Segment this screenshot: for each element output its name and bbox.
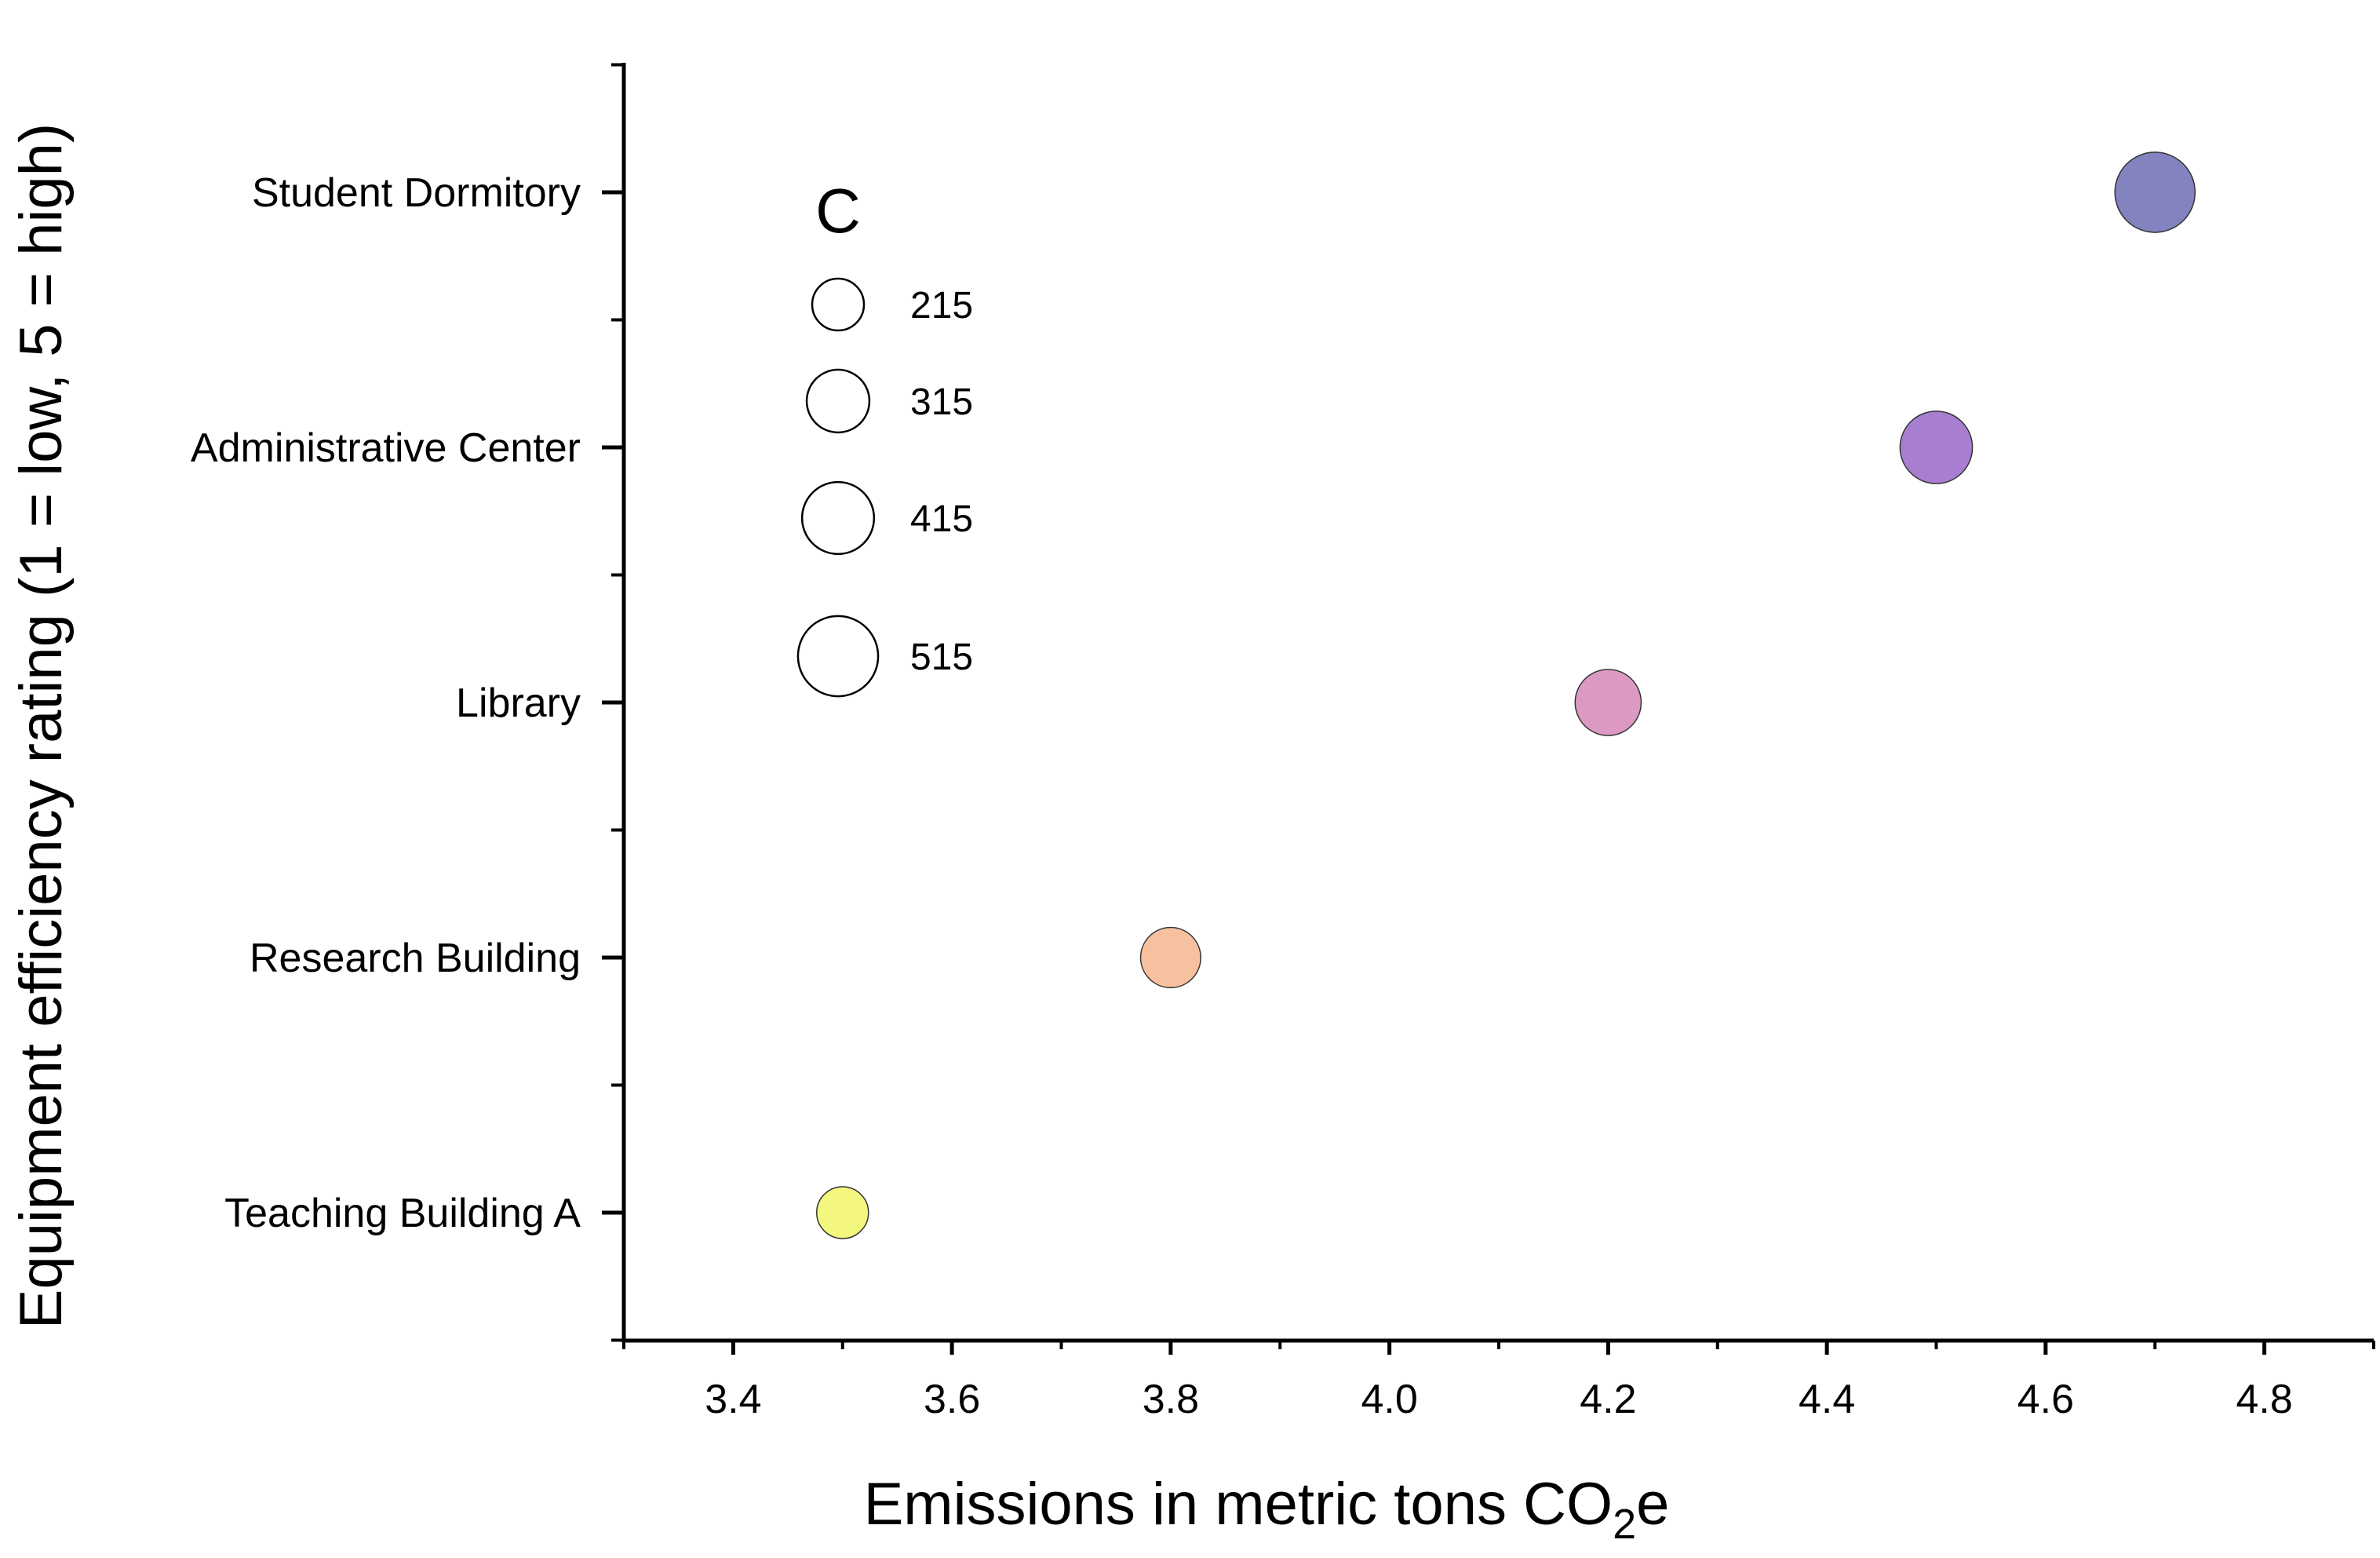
y-tick-label: Research Building — [250, 936, 581, 981]
x-tick-label: 3.8 — [1143, 1377, 1199, 1422]
bubble-point — [816, 1186, 869, 1239]
bubbles — [816, 151, 2196, 1239]
size-legend-circle — [805, 368, 871, 434]
x-axis-title: Emissions in metric tons CO2e — [864, 1471, 1670, 1548]
ticks — [602, 63, 2375, 1355]
bubble-point — [1574, 669, 1642, 736]
size-legend-label: 315 — [910, 381, 973, 423]
bubble-point — [1899, 410, 1974, 484]
size-legend-label: 515 — [910, 637, 973, 678]
size-legend-circle — [811, 277, 866, 332]
y-tick-label: Library — [456, 680, 581, 726]
size-legend-circle — [796, 615, 880, 698]
x-tick-label: 4.2 — [1580, 1377, 1636, 1422]
tick-labels: 3.4 3.6 3.8 4.0 4.2 4.4 4.6 4.8 Teaching Buildin… — [191, 170, 2293, 1422]
size-legend: C 215 315 415 515 — [796, 176, 973, 698]
y-axis-title: Equipment efficiency rating (1 = low, 5 … — [8, 123, 75, 1329]
x-tick-label: 3.6 — [924, 1377, 980, 1422]
x-tick-label: 4.4 — [1799, 1377, 1855, 1422]
axes — [621, 63, 2374, 1343]
size-legend-label: 415 — [910, 498, 973, 540]
x-tick-label: 4.8 — [2236, 1377, 2292, 1422]
size-legend-circle — [800, 480, 876, 556]
y-tick-label: Student Dormitory — [252, 170, 581, 216]
x-tick-label: 3.4 — [705, 1377, 761, 1422]
y-tick-label: Administrative Center — [191, 425, 581, 471]
x-tick-label: 4.6 — [2017, 1377, 2074, 1422]
x-tick-label: 4.0 — [1361, 1377, 1417, 1422]
bubble-point — [2114, 151, 2196, 233]
size-legend-label: 215 — [910, 285, 973, 327]
size-legend-title: C — [815, 176, 861, 246]
bubble-point — [1139, 926, 1201, 989]
y-tick-label: Teaching Building A — [224, 1191, 581, 1236]
